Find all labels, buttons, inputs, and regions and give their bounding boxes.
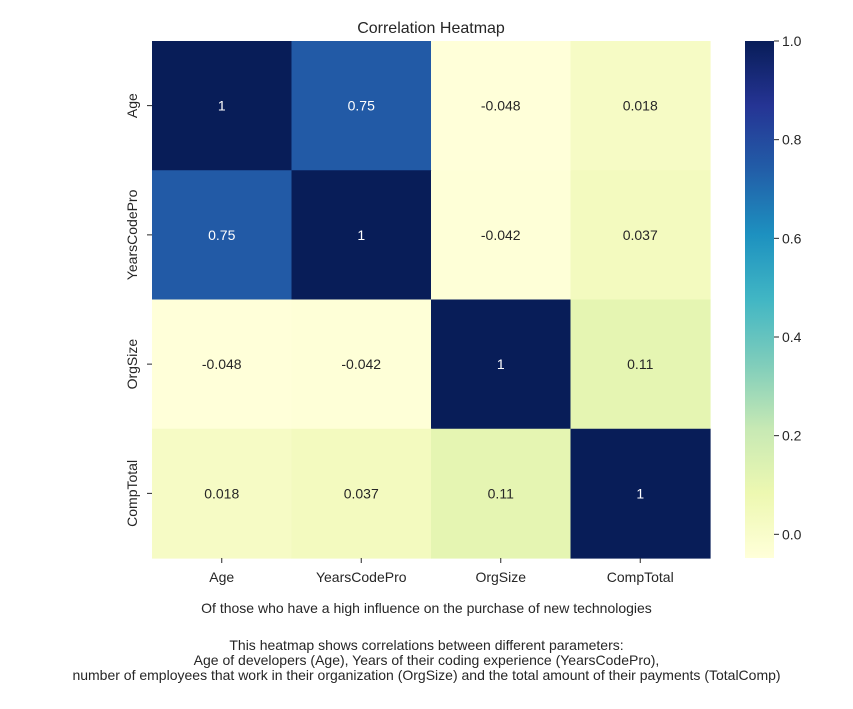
cell-value-label: 0.037: [623, 227, 658, 243]
heatmap-cell: [431, 170, 572, 301]
heatmap-cell: [152, 170, 293, 301]
x-tick-label: CompTotal: [607, 569, 674, 585]
cell-value-label: -0.048: [481, 98, 521, 114]
cell-value-label: 0.11: [627, 356, 653, 372]
colorbar-tick-label: 0.2: [782, 428, 802, 444]
cell-value-label: 0.75: [208, 227, 235, 243]
y-tick-label: Age: [124, 93, 140, 118]
heatmap-cell: [570, 299, 711, 430]
colorbar-tick-label: 0.8: [782, 132, 802, 148]
heatmap-cell: [152, 299, 293, 430]
colorbar-tick-label: 0.4: [782, 329, 802, 345]
cell-value-label: 0.018: [623, 98, 658, 114]
cell-value-label: 0.037: [344, 485, 379, 501]
heatmap-cell: [291, 299, 432, 430]
heatmap-cell: [152, 41, 293, 171]
heatmap-chart: Correlation Heatmap 1 0.75 -0.048 0.018 0.75…: [124, 20, 802, 585]
x-tick-label: YearsCodePro: [316, 569, 407, 585]
colorbar: [745, 41, 774, 558]
cell-value-label: 0.75: [348, 98, 375, 114]
heatmap-cell: [431, 428, 572, 559]
cell-value-label: -0.042: [481, 227, 521, 243]
chart-title: Correlation Heatmap: [357, 20, 505, 37]
cell-value-label: -0.042: [341, 356, 381, 372]
heatmap-cell: [570, 41, 711, 171]
description-line: number of employees that work in their o…: [72, 667, 781, 683]
cell-value-label: 0.11: [488, 485, 514, 501]
cell-value-label: 1: [636, 485, 644, 501]
cell-value-label: 1: [357, 227, 365, 243]
cell-value-label: -0.048: [202, 356, 242, 372]
heatmap-cell: [431, 299, 572, 430]
heatmap-cell: [570, 428, 711, 559]
heatmap-cell: [291, 428, 432, 559]
description-line: This heatmap shows correlations between …: [229, 637, 624, 653]
heatmap-cell: [291, 41, 432, 171]
y-tick-label: CompTotal: [124, 460, 140, 527]
y-tick-label: OrgSize: [124, 339, 140, 390]
heatmap-cell: [431, 41, 572, 171]
description-line: Age of developers (Age), Years of their …: [193, 652, 660, 668]
y-tick-label: YearsCodePro: [124, 189, 140, 280]
x-axis-label: Of those who have a high influence on th…: [201, 600, 652, 616]
colorbar-tick-label: 0.0: [782, 526, 802, 542]
cell-value-label: 1: [497, 356, 505, 372]
x-tick-label: Age: [209, 569, 234, 585]
colorbar-tick-label: 0.6: [782, 230, 802, 246]
cell-value-label: 0.018: [204, 485, 239, 501]
heatmap-cell: [570, 170, 711, 301]
cell-value-label: 1: [218, 98, 226, 114]
colorbar-tick-label: 1.0: [782, 33, 802, 49]
x-tick-label: OrgSize: [475, 569, 526, 585]
heatmap-cell: [291, 170, 432, 301]
heatmap-cell: [152, 428, 293, 559]
description: This heatmap shows correlations between …: [0, 638, 853, 683]
